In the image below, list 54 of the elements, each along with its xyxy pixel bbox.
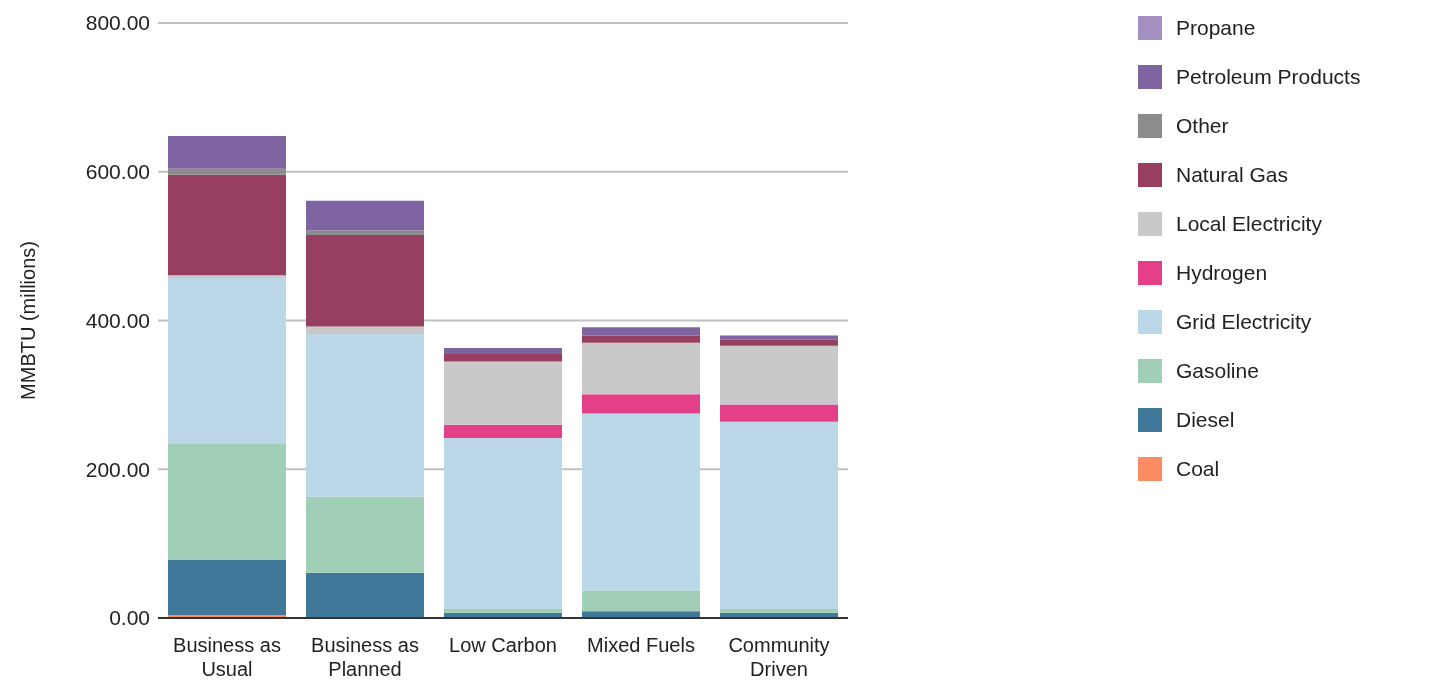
legend-label: Natural Gas [1176, 162, 1289, 187]
bar [168, 275, 286, 279]
bar [720, 421, 838, 610]
bar [720, 339, 838, 346]
bar [582, 590, 700, 612]
y-axis-title: MMBTU (millions) [17, 241, 40, 400]
legend-label: Grid Electricity [1176, 309, 1312, 334]
legend-label: Gasoline [1176, 358, 1259, 383]
x-tick-label: Community Driven [728, 634, 830, 680]
y-tick-label: 400.00 [85, 308, 150, 332]
bar [582, 394, 700, 414]
x-tick-label: Business as Usual [173, 634, 281, 680]
bar [306, 572, 424, 618]
bar [168, 168, 286, 175]
legend-label: Propane [1176, 15, 1256, 40]
bar [168, 559, 286, 616]
bar [720, 335, 838, 340]
legend-label: Local Electricity [1176, 211, 1322, 236]
bar [306, 326, 424, 334]
bar [444, 348, 562, 354]
bar [444, 609, 562, 613]
bar [444, 438, 562, 610]
bar [720, 345, 838, 405]
bar [582, 335, 700, 343]
legend-label: Coal [1176, 456, 1220, 481]
y-tick-label: 0.00 [109, 606, 150, 630]
bar [720, 404, 838, 422]
bar [168, 136, 286, 169]
bar [582, 342, 700, 395]
bar [444, 361, 562, 425]
bar [582, 611, 700, 618]
y-tick-label: 600.00 [85, 160, 150, 184]
bar [582, 413, 700, 591]
x-tick-label: Low Carbon [449, 634, 557, 656]
legend-label: Hydrogen [1176, 260, 1268, 285]
bar [306, 234, 424, 327]
bar [306, 333, 424, 497]
legend-label: Diesel [1176, 407, 1235, 432]
bar [444, 424, 562, 439]
bar [582, 327, 700, 336]
legend-label: Other [1176, 113, 1229, 138]
bar [306, 230, 424, 235]
x-tick-label: Mixed Fuels [587, 634, 695, 656]
bar [168, 174, 286, 276]
y-tick-label: 800.00 [85, 11, 150, 35]
bar [168, 278, 286, 444]
bar [720, 609, 838, 613]
bar [306, 200, 424, 231]
legend-label: Petroleum Products [1176, 64, 1361, 89]
x-tick-label: Business as Planned [311, 634, 419, 680]
bar [444, 353, 562, 362]
bar [168, 443, 286, 560]
y-tick-label: 200.00 [85, 457, 150, 481]
bar [306, 496, 424, 573]
